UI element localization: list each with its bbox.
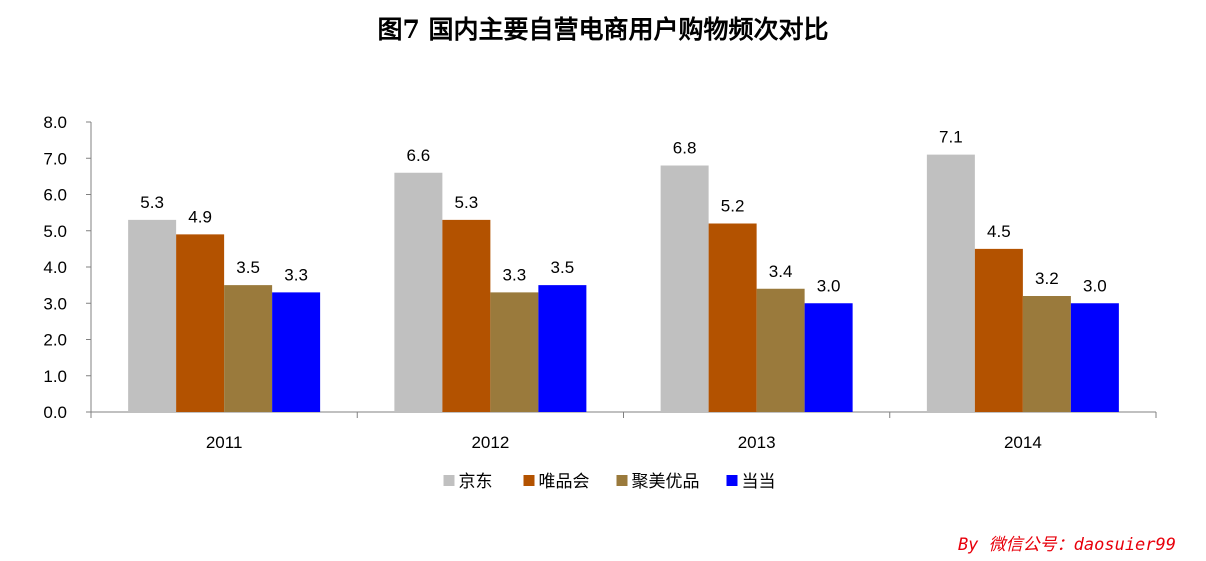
data-label: 5.3 (140, 193, 164, 212)
bar (756, 288, 805, 412)
bar (1070, 303, 1119, 412)
bar (1022, 296, 1071, 412)
bar (224, 285, 273, 412)
bar (708, 223, 757, 412)
bar (490, 292, 539, 412)
bar (442, 219, 491, 412)
legend-swatch (523, 475, 535, 486)
data-label: 3.4 (769, 262, 793, 281)
x-tick-label: 2014 (1004, 433, 1042, 452)
bar (926, 154, 975, 412)
chart-title: 图7 国内主要自营电商用户购物频次对比 (377, 15, 829, 44)
data-label: 7.1 (939, 128, 963, 147)
y-tick-label: 0.0 (43, 403, 67, 422)
data-label: 5.2 (721, 197, 745, 216)
bar (176, 234, 225, 412)
watermark-text: By 微信公号：daosuier99 (957, 535, 1176, 555)
bar (538, 285, 587, 412)
y-tick-label: 5.0 (43, 222, 67, 241)
bar (804, 303, 853, 412)
data-label: 6.6 (407, 146, 431, 165)
data-label: 3.3 (284, 265, 308, 284)
data-label: 4.9 (188, 207, 212, 226)
bar (128, 219, 177, 412)
legend-label: 唯品会 (539, 472, 590, 491)
y-tick-label: 3.0 (43, 294, 67, 313)
legend-swatch (443, 475, 455, 486)
data-label: 3.3 (503, 265, 527, 284)
bar (394, 172, 443, 412)
y-tick-label: 7.0 (43, 149, 67, 168)
x-tick-label: 2013 (738, 433, 776, 452)
bar (974, 248, 1023, 412)
legend-label: 聚美优品 (632, 472, 700, 491)
data-label: 6.8 (673, 139, 697, 158)
data-label: 4.5 (987, 222, 1011, 241)
data-label: 3.2 (1035, 269, 1059, 288)
data-label: 5.3 (455, 193, 479, 212)
y-tick-label: 2.0 (43, 331, 67, 350)
legend-label: 当当 (742, 472, 776, 491)
x-tick-label: 2011 (206, 433, 243, 452)
y-tick-label: 1.0 (43, 367, 67, 386)
legend-label: 京东 (459, 472, 493, 491)
x-tick-label: 2012 (471, 433, 509, 452)
data-label: 3.5 (236, 258, 260, 277)
y-tick-label: 6.0 (43, 186, 67, 205)
legend-swatch (616, 475, 628, 486)
y-tick-label: 4.0 (43, 258, 67, 277)
legend-swatch (726, 475, 738, 486)
bar (660, 165, 709, 412)
y-tick-label: 8.0 (43, 113, 67, 132)
data-label: 3.0 (817, 276, 841, 295)
bar (272, 292, 321, 412)
data-label: 3.5 (551, 258, 575, 277)
data-label: 3.0 (1083, 276, 1107, 295)
